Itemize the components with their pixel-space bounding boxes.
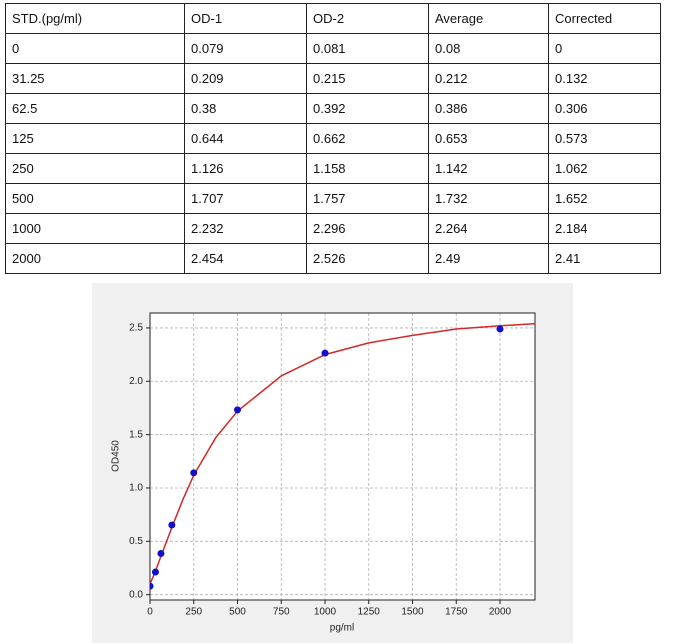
plot-area bbox=[150, 313, 535, 600]
x-tick-label: 2000 bbox=[489, 607, 512, 618]
table-cell: OD-1 bbox=[184, 3, 307, 34]
y-tick-label: 1.0 bbox=[129, 483, 143, 494]
data-table: STD.(pg/ml) OD-1 OD-2 Average Corrected 0 0.07… bbox=[5, 3, 661, 274]
x-tick-label: 1250 bbox=[358, 607, 381, 618]
table-cell: 2000 bbox=[5, 243, 185, 274]
data-point bbox=[496, 325, 504, 333]
table-cell: 0.644 bbox=[184, 123, 307, 154]
table-row: 2000 2.454 2.526 2.49 2.41 bbox=[5, 243, 661, 274]
y-tick-label: 2.5 bbox=[129, 323, 143, 334]
table-cell: 2.41 bbox=[548, 243, 661, 274]
x-tick-label: 1500 bbox=[401, 607, 424, 618]
x-axis-label: pg/ml bbox=[330, 623, 354, 634]
data-point bbox=[168, 521, 176, 529]
table-row: 500 1.707 1.757 1.732 1.652 bbox=[5, 183, 661, 214]
x-tick-label: 1000 bbox=[314, 607, 337, 618]
table-cell: 2.296 bbox=[306, 213, 429, 244]
y-tick-label: 2.0 bbox=[129, 376, 143, 387]
table-row: 250 1.126 1.158 1.142 1.062 bbox=[5, 153, 661, 184]
plot-clip bbox=[150, 322, 535, 590]
y-tick-label: 0.5 bbox=[129, 536, 143, 547]
table-row: 125 0.644 0.662 0.653 0.573 bbox=[5, 123, 661, 154]
data-point bbox=[151, 568, 159, 576]
header-row: STD.(pg/ml) OD-1 OD-2 Average Corrected bbox=[5, 3, 661, 34]
plot-frame bbox=[149, 312, 536, 601]
table-cell: 1.062 bbox=[548, 153, 661, 184]
x-tick-label: 1750 bbox=[445, 607, 468, 618]
data-point bbox=[190, 469, 198, 477]
table-cell: 0.653 bbox=[428, 123, 549, 154]
table-cell: 0.079 bbox=[184, 33, 307, 64]
table-cell: 2.184 bbox=[548, 213, 661, 244]
table-row: 62.5 0.38 0.392 0.386 0.306 bbox=[5, 93, 661, 124]
x-tick-label: 500 bbox=[229, 607, 246, 618]
data-point bbox=[157, 549, 165, 557]
y-tick-label: 0.0 bbox=[129, 589, 143, 600]
table-cell: 2.526 bbox=[306, 243, 429, 274]
x-tick-label: 750 bbox=[273, 607, 290, 618]
table-cell: 2.454 bbox=[184, 243, 307, 274]
table-cell: 0.38 bbox=[184, 93, 307, 124]
data-point bbox=[150, 582, 154, 590]
table-cell: STD.(pg/ml) bbox=[5, 3, 185, 34]
table-cell: 0.212 bbox=[428, 63, 549, 94]
table-row: 1000 2.232 2.296 2.264 2.184 bbox=[5, 213, 661, 244]
table-cell: 0.662 bbox=[306, 123, 429, 154]
y-tick-label: 1.5 bbox=[129, 429, 143, 440]
table-cell: Corrected bbox=[548, 3, 661, 34]
data-point bbox=[321, 349, 329, 357]
table-row: 0 0.079 0.081 0.08 0 bbox=[5, 33, 661, 64]
data-point bbox=[234, 406, 241, 414]
table-cell: 0.386 bbox=[428, 93, 549, 124]
table-cell: 31.25 bbox=[5, 63, 185, 94]
y-axis-label: OD450 bbox=[111, 440, 122, 472]
table-cell: 125 bbox=[5, 123, 185, 154]
table-cell: 2.49 bbox=[428, 243, 549, 274]
table-cell: 1.142 bbox=[428, 153, 549, 184]
table-row: 31.25 0.209 0.215 0.212 0.132 bbox=[5, 63, 661, 94]
table-cell: 0.081 bbox=[306, 33, 429, 64]
table-cell: 1.158 bbox=[306, 153, 429, 184]
x-tick-label: 250 bbox=[185, 607, 202, 618]
x-tick-label: 0 bbox=[147, 607, 153, 618]
table-cell: Average bbox=[428, 3, 549, 34]
table-cell: 1.732 bbox=[428, 183, 549, 214]
